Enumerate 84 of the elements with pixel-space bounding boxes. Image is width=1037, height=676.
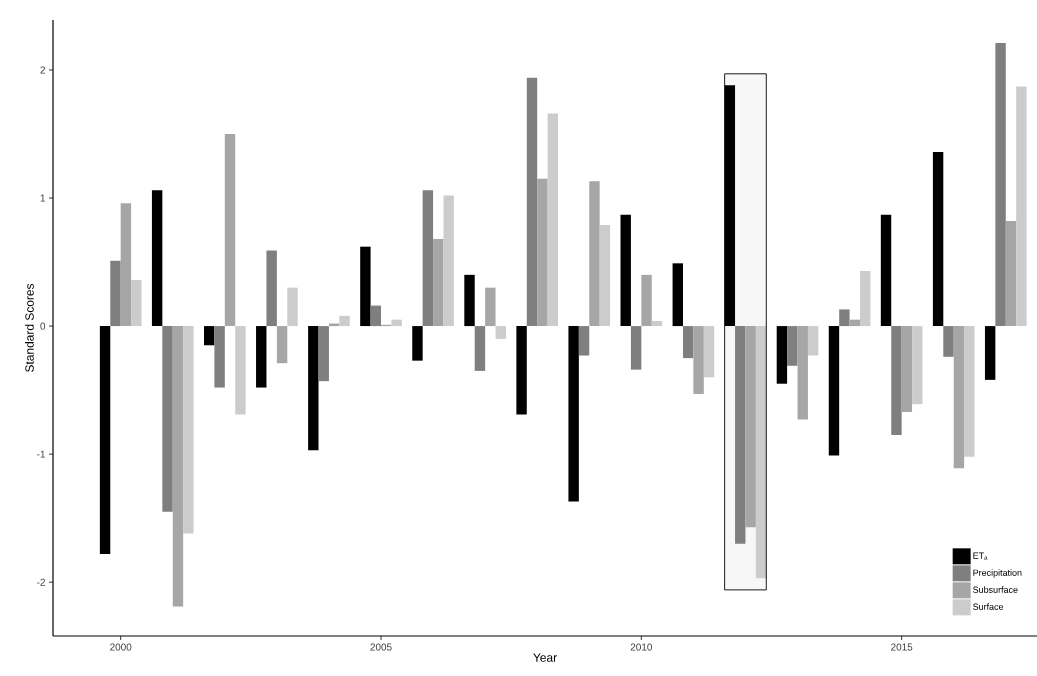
bar bbox=[599, 224, 611, 327]
bar bbox=[339, 315, 350, 327]
bar bbox=[839, 309, 850, 327]
bar bbox=[755, 326, 767, 579]
bar bbox=[183, 326, 194, 534]
bar bbox=[256, 326, 267, 388]
bar bbox=[422, 190, 434, 327]
bar bbox=[235, 326, 246, 415]
bar bbox=[880, 214, 892, 327]
bar bbox=[203, 326, 215, 346]
x-tick-label: 2000 bbox=[110, 643, 132, 651]
bar bbox=[433, 238, 444, 327]
bar bbox=[682, 326, 694, 359]
legend-label: Precipitation bbox=[973, 569, 1022, 578]
bar bbox=[797, 326, 808, 420]
bar bbox=[172, 326, 184, 607]
bar bbox=[912, 326, 923, 405]
bar bbox=[287, 287, 298, 327]
bar bbox=[1005, 221, 1017, 327]
bar bbox=[276, 326, 288, 364]
bar bbox=[776, 326, 788, 384]
y-tick-label: 2 bbox=[40, 66, 45, 74]
legend-label: Subsurface bbox=[973, 586, 1018, 593]
y-axis-title: Standard Scores bbox=[25, 283, 34, 372]
y-tick-label: 0 bbox=[40, 322, 46, 330]
bar bbox=[412, 326, 423, 361]
bar bbox=[745, 326, 756, 528]
bar bbox=[630, 326, 642, 370]
bar bbox=[99, 326, 111, 555]
bar bbox=[360, 246, 371, 327]
bar bbox=[651, 320, 663, 327]
x-tick-label: 2005 bbox=[370, 643, 392, 651]
bar bbox=[516, 326, 527, 415]
bar bbox=[964, 326, 975, 457]
bar bbox=[578, 326, 590, 356]
bar bbox=[693, 326, 704, 394]
bar bbox=[703, 326, 715, 378]
bar bbox=[568, 326, 579, 502]
bar bbox=[495, 326, 506, 339]
bar bbox=[120, 203, 132, 327]
bar bbox=[474, 326, 486, 371]
bar bbox=[943, 326, 954, 357]
bar bbox=[860, 271, 871, 327]
bar bbox=[620, 214, 631, 327]
bar bbox=[110, 260, 121, 327]
bar bbox=[318, 326, 329, 382]
bar bbox=[308, 326, 319, 451]
bar bbox=[224, 133, 236, 327]
bar bbox=[162, 326, 173, 512]
bar bbox=[391, 319, 402, 327]
bar bbox=[589, 181, 600, 327]
legend-label: ET$_{a}$ bbox=[973, 552, 988, 560]
x-tick-label: 2015 bbox=[891, 643, 913, 651]
bar bbox=[151, 190, 163, 327]
bar bbox=[547, 113, 559, 327]
bar bbox=[828, 326, 840, 456]
bar bbox=[672, 263, 683, 327]
bar bbox=[443, 195, 454, 327]
bar bbox=[953, 326, 965, 469]
y-tick-label: -1 bbox=[37, 450, 46, 458]
x-tick-label: 2010 bbox=[630, 643, 653, 651]
bar bbox=[641, 274, 652, 327]
bar bbox=[266, 250, 277, 327]
bar bbox=[901, 326, 913, 412]
bar bbox=[464, 274, 475, 327]
bar bbox=[526, 77, 538, 327]
bar bbox=[807, 326, 819, 356]
bar bbox=[849, 319, 860, 327]
bar bbox=[537, 178, 548, 327]
bar bbox=[131, 279, 142, 327]
bar bbox=[932, 151, 944, 327]
bar bbox=[485, 287, 496, 327]
y-tick-label: 1 bbox=[40, 194, 46, 202]
bar bbox=[214, 326, 225, 388]
bar bbox=[370, 305, 381, 327]
x-axis-title: Year bbox=[533, 653, 557, 662]
bar bbox=[984, 326, 996, 380]
bar bbox=[891, 326, 902, 435]
bar bbox=[1016, 86, 1027, 327]
bar bbox=[995, 43, 1006, 327]
bar bbox=[735, 326, 746, 544]
y-tick-label: -2 bbox=[37, 578, 45, 586]
legend-label: Surface bbox=[973, 603, 1004, 610]
bar bbox=[787, 326, 798, 366]
